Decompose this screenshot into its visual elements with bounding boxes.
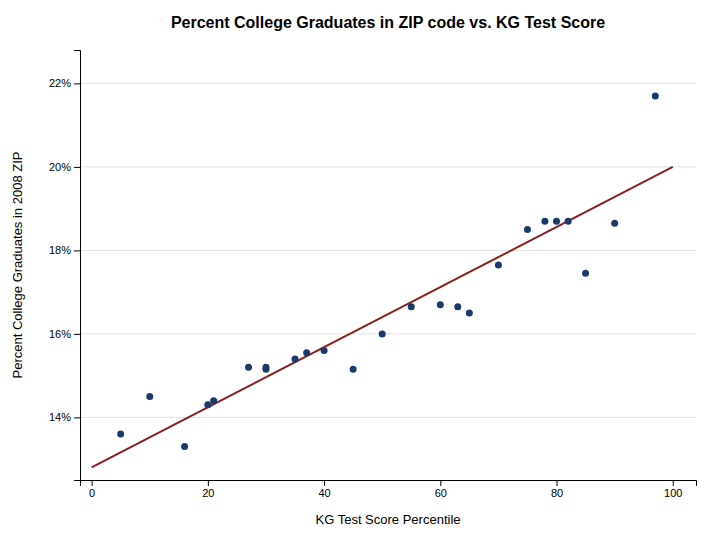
tick: 100 bbox=[664, 480, 682, 499]
grid-line bbox=[80, 166, 696, 167]
tick-mark bbox=[74, 83, 80, 84]
tick-label: 0 bbox=[89, 487, 95, 499]
tick-mark bbox=[440, 480, 441, 486]
tick-label: 100 bbox=[664, 487, 682, 499]
axis-line bbox=[81, 481, 697, 487]
point bbox=[495, 262, 502, 269]
chart: 0 20 40 60 80 100 14% 16% 18% 20% 22% Percent Colle… bbox=[0, 0, 720, 540]
grid bbox=[80, 83, 696, 417]
grid-line bbox=[80, 83, 696, 84]
point bbox=[210, 397, 217, 404]
tick: 40 bbox=[318, 480, 330, 499]
tick-mark bbox=[74, 334, 80, 335]
point bbox=[321, 347, 328, 354]
point bbox=[379, 330, 386, 337]
point bbox=[582, 270, 589, 277]
point bbox=[350, 366, 357, 373]
tick-label: 20% bbox=[49, 161, 71, 173]
tick-label: 22% bbox=[49, 77, 71, 89]
axis-line bbox=[74, 51, 81, 481]
tick-label: 18% bbox=[49, 244, 71, 256]
tick-mark bbox=[673, 480, 674, 486]
y-axis-title: Percent College Graduates in 2008 ZIP bbox=[10, 152, 25, 379]
title: Percent College Graduates in ZIP code vs… bbox=[171, 14, 605, 31]
tick-label: 14% bbox=[49, 411, 71, 423]
point bbox=[652, 92, 659, 99]
point bbox=[565, 218, 572, 225]
grid-line bbox=[80, 417, 696, 418]
tick: 18% bbox=[49, 244, 80, 256]
tick-mark bbox=[324, 480, 325, 486]
point bbox=[146, 393, 153, 400]
grid-line bbox=[80, 333, 696, 334]
point bbox=[466, 310, 473, 317]
plot: 0 20 40 60 80 100 14% 16% 18% 20% 22% bbox=[49, 51, 697, 499]
tick: 20% bbox=[49, 161, 80, 173]
tick: 60 bbox=[435, 480, 447, 499]
tick: 22% bbox=[49, 77, 80, 89]
tick-mark bbox=[74, 250, 80, 251]
tick-mark bbox=[74, 167, 80, 168]
tick: 16% bbox=[49, 328, 80, 340]
tick-label: 20 bbox=[202, 487, 214, 499]
tick-mark bbox=[208, 480, 209, 486]
point bbox=[553, 218, 560, 225]
grid-line bbox=[80, 250, 696, 251]
tick-label: 60 bbox=[435, 487, 447, 499]
tick: 0 bbox=[89, 480, 95, 499]
tick: 80 bbox=[551, 480, 563, 499]
point bbox=[262, 364, 269, 371]
point bbox=[117, 431, 124, 438]
point bbox=[437, 301, 444, 308]
point bbox=[611, 220, 618, 227]
tick-mark bbox=[74, 417, 80, 418]
tick: 20 bbox=[202, 480, 214, 499]
point bbox=[204, 401, 211, 408]
tick-mark bbox=[92, 480, 93, 486]
tick-label: 80 bbox=[551, 487, 563, 499]
tick-label: 40 bbox=[318, 487, 330, 499]
x-axis: 0 20 40 60 80 100 bbox=[81, 480, 697, 499]
point bbox=[524, 226, 531, 233]
x-axis-title: KG Test Score Percentile bbox=[316, 512, 461, 527]
point bbox=[541, 218, 548, 225]
point bbox=[454, 303, 461, 310]
point bbox=[408, 303, 415, 310]
y-axis: 14% 16% 18% 20% 22% bbox=[49, 51, 81, 481]
marks bbox=[92, 92, 673, 467]
point bbox=[181, 443, 188, 450]
point bbox=[292, 355, 299, 362]
tick-label: 16% bbox=[49, 328, 71, 340]
tick: 14% bbox=[49, 411, 80, 423]
point bbox=[303, 349, 310, 356]
regression-line bbox=[92, 167, 673, 468]
tick-mark bbox=[557, 480, 558, 486]
point bbox=[245, 364, 252, 371]
